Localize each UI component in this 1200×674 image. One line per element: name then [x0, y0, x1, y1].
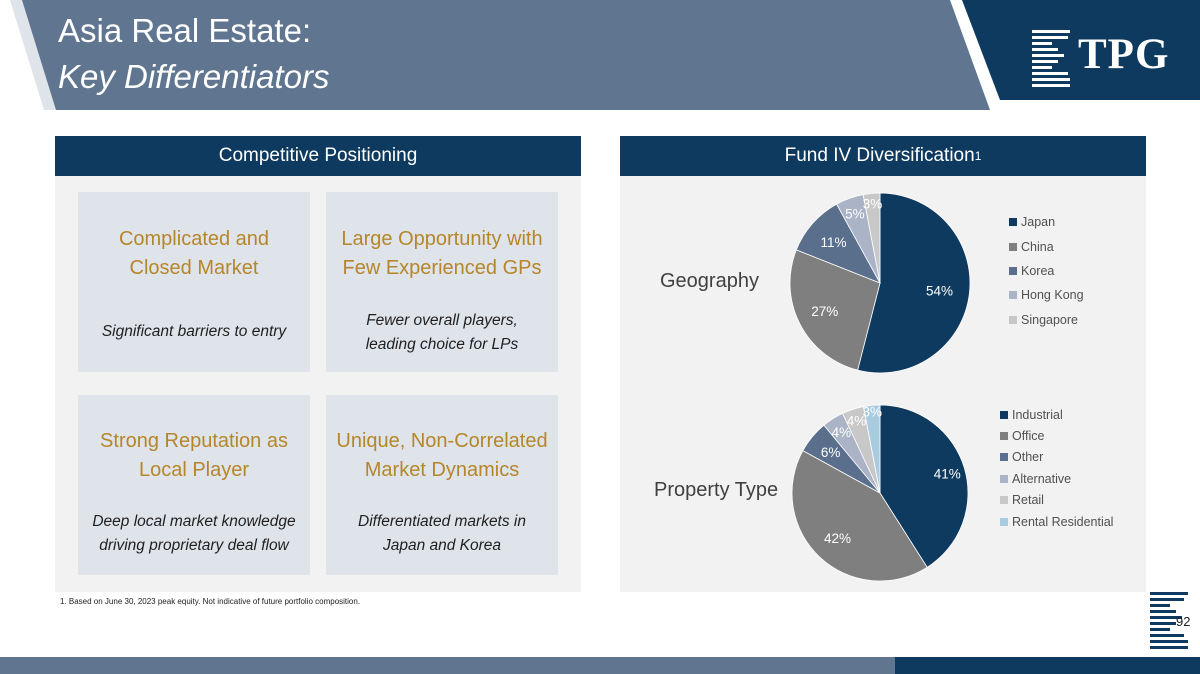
legend-item-office: Office: [1000, 425, 1113, 446]
legend-label: Alternative: [1012, 471, 1072, 486]
card-heading: Unique, Non-Correlated Market Dynamics: [336, 430, 548, 481]
data-label-japan: 54%: [926, 284, 953, 299]
card-heading: Complicated and Closed Market: [118, 228, 270, 279]
legend-item-hong-kong: Hong Kong: [1009, 283, 1084, 307]
legend-swatch: [1009, 242, 1017, 251]
legend-label: Office: [1012, 429, 1045, 444]
legend-label: Singapore: [1021, 312, 1078, 327]
competitive-positioning-header: Competitive Positioning: [55, 136, 581, 176]
panel-title: Fund IV Diversification: [784, 145, 975, 166]
legend-swatch: [1000, 432, 1008, 441]
legend-item-japan: Japan: [1009, 210, 1084, 234]
page-title: Asia Real Estate:: [58, 12, 312, 49]
legend-label: Japan: [1021, 215, 1056, 230]
property-type-pie-chart: 41%42%6%4%4%3%: [791, 404, 969, 582]
tpg-mark-icon: [1150, 592, 1188, 649]
legend-label: China: [1021, 239, 1054, 254]
legend-item-retail: Retail: [1000, 490, 1113, 511]
panel-title: Competitive Positioning: [218, 145, 418, 166]
card-body: Deep local market knowledge driving propr…: [92, 513, 296, 554]
legend-label: Other: [1012, 450, 1044, 465]
legend-label: Hong Kong: [1021, 288, 1084, 303]
data-label-office: 42%: [824, 531, 851, 546]
legend-label: Korea: [1021, 263, 1055, 278]
data-label-hong-kong: 5%: [845, 206, 865, 221]
legend-item-industrial: Industrial: [1000, 404, 1113, 425]
legend-item-other: Other: [1000, 447, 1113, 468]
pie-slice-singapore: [862, 192, 881, 284]
legend-swatch: [1009, 291, 1017, 300]
legend-item-china: China: [1009, 234, 1084, 258]
differentiator-card: Unique, Non-Correlated Market Dynamics Di…: [326, 395, 558, 575]
legend-swatch: [1009, 315, 1017, 324]
data-label-industrial: 41%: [934, 466, 961, 481]
legend-item-alternative: Alternative: [1000, 468, 1113, 489]
data-label-other: 6%: [821, 445, 841, 460]
fund-diversification-header: Fund IV Diversification 1: [620, 136, 1146, 176]
page-subtitle: Key Differentiators: [58, 58, 330, 95]
pie-slice-office: [791, 450, 928, 582]
pie-slice-rental-residential: [863, 404, 881, 494]
geography-pie-chart: 54% 27% 11% 5%3%: [789, 192, 971, 374]
card-body: Significant barriers to entry: [101, 323, 287, 340]
data-label-singapore: 3%: [863, 196, 883, 211]
page-number: 92: [1176, 614, 1191, 629]
card-body: Differentiated markets in Japan and Korea: [358, 513, 526, 554]
differentiator-card: Large Opportunity with Few Experienced GP…: [326, 192, 558, 372]
data-label-rental-residential: 3%: [863, 404, 883, 419]
footnote-marker: 1: [974, 149, 982, 163]
differentiator-card: Complicated and Closed Market Significant…: [78, 192, 310, 372]
footnote: 1. Based on June 30, 2023 peak equity. N…: [60, 597, 361, 606]
pie-slice-japan: [857, 192, 971, 374]
legend-label: Rental Residential: [1012, 514, 1114, 529]
data-label-korea: 11%: [820, 235, 846, 250]
differentiator-card: Strong Reputation as Local Player Deep lo…: [78, 395, 310, 575]
geography-legend: Japan China Korea Hong Kong Singapore: [1009, 210, 1084, 332]
pie-slice-china: [789, 249, 881, 371]
property-type-legend: Industrial Office Other Alternative Retail Re…: [1000, 404, 1113, 532]
legend-swatch: [1000, 410, 1008, 419]
legend-swatch: [1009, 266, 1017, 275]
data-label-retail: 4%: [847, 414, 867, 429]
tpg-logo: [1032, 30, 1070, 87]
card-heading: Strong Reputation as Local Player: [100, 430, 288, 481]
legend-item-korea: Korea: [1009, 259, 1084, 283]
card-heading: Large Opportunity with Few Experienced GP…: [341, 228, 543, 279]
legend-label: Retail: [1012, 493, 1044, 508]
logo-wordmark: TPG: [1078, 31, 1170, 78]
data-label-alternative: 4%: [832, 425, 852, 440]
legend-swatch: [1000, 453, 1008, 462]
pie-slice-industrial: [879, 404, 969, 568]
legend-label: Industrial: [1012, 407, 1063, 422]
legend-item-singapore: Singapore: [1009, 308, 1084, 332]
geography-chart-label: Geography: [660, 270, 759, 292]
data-label-china: 27%: [811, 304, 838, 319]
legend-swatch: [1000, 474, 1008, 483]
property-type-chart-label: Property Type: [654, 479, 779, 501]
card-body: Fewer overall players, leading choice for…: [365, 312, 519, 353]
legend-swatch: [1000, 496, 1008, 505]
legend-swatch: [1009, 218, 1017, 227]
legend-swatch: [1000, 517, 1008, 526]
footer-band: [0, 657, 1200, 674]
legend-item-rental-residential: Rental Residential: [1000, 511, 1113, 532]
header-band: [0, 0, 1200, 110]
